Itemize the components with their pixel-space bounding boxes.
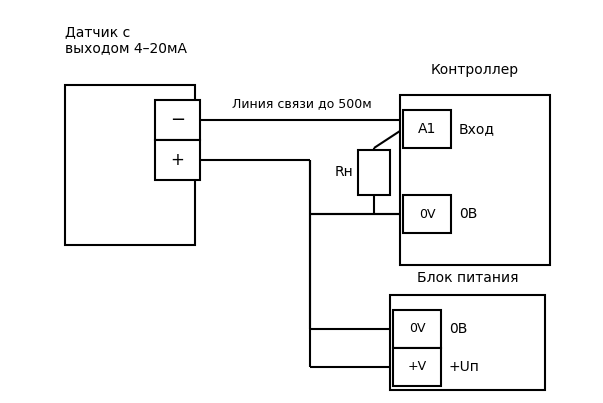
Text: +Uп: +Uп <box>449 360 480 374</box>
Bar <box>390 295 545 390</box>
Text: Линия связи до 500м: Линия связи до 500м <box>232 97 371 110</box>
Bar <box>393 348 441 386</box>
Text: −: − <box>170 111 185 129</box>
Bar <box>358 150 390 195</box>
Bar <box>393 310 441 348</box>
Text: +: + <box>171 151 185 169</box>
Bar <box>403 110 451 148</box>
Text: 0V: 0V <box>418 208 435 220</box>
Bar <box>403 195 451 233</box>
Text: 0В: 0В <box>459 207 478 221</box>
Text: +V: +V <box>408 361 426 374</box>
Text: Rн: Rн <box>334 166 353 179</box>
Bar <box>155 140 200 180</box>
Bar <box>400 95 550 265</box>
Text: 0V: 0V <box>409 322 425 336</box>
Text: A1: A1 <box>418 122 436 136</box>
Text: Контроллер: Контроллер <box>431 63 519 77</box>
Bar <box>155 100 200 140</box>
Text: Датчик с
выходом 4–20мА: Датчик с выходом 4–20мА <box>65 25 187 55</box>
Text: Вход: Вход <box>459 122 495 136</box>
Text: 0В: 0В <box>449 322 467 336</box>
Text: Блок питания: Блок питания <box>417 271 518 285</box>
Bar <box>65 85 195 245</box>
